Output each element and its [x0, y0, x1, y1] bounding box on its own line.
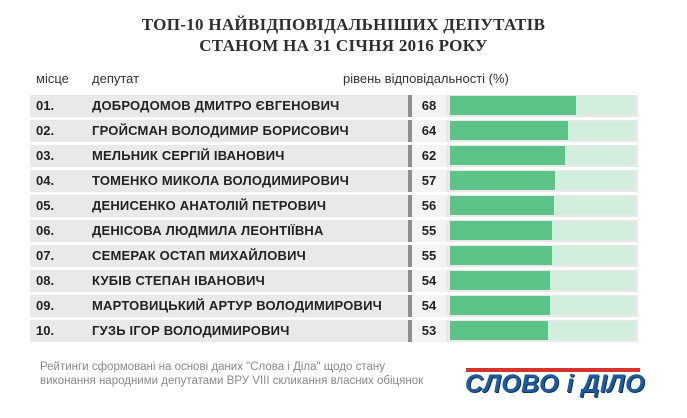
bar: [450, 146, 565, 165]
deputy-name-label: МАРТОВИЦЬКИЙ АРТУР ВОЛОДИМИРОВИЧ: [92, 298, 383, 313]
rank-column-header: місце: [36, 71, 69, 86]
bar: [450, 271, 550, 290]
rank-label: 07.: [36, 248, 55, 263]
logo: СЛОВО і ДІЛО: [465, 370, 646, 398]
value-label: 64: [408, 120, 446, 142]
bar-track: [450, 296, 635, 315]
value-label: 56: [408, 195, 446, 217]
bar-track: [450, 246, 635, 265]
value-label: 55: [408, 245, 446, 267]
bar: [450, 296, 550, 315]
value-label: 68: [408, 95, 446, 117]
footnote: Рейтинги сформовані на основі даних "Сло…: [40, 361, 424, 387]
name-column-header: депутат: [92, 71, 140, 86]
deputy-name-label: ДОБРОДОМОВ ДМИТРО ЄВГЕНОВИЧ: [92, 98, 340, 113]
value-label: 57: [408, 170, 446, 192]
rank-label: 09.: [36, 298, 55, 313]
bar-track: [450, 196, 635, 215]
value-label: 54: [408, 295, 446, 317]
rank-label: 01.: [36, 98, 55, 113]
bar: [450, 121, 568, 140]
value-label: 54: [408, 270, 446, 292]
chart-title-line1: ТОП-10 НАЙВІДПОВІДАЛЬНІШИХ ДЕПУТАТІВ: [141, 15, 546, 34]
value-label: 62: [408, 145, 446, 167]
deputy-name-label: ГРОЙСМАН ВОЛОДИМИР БОРИСОВИЧ: [92, 123, 349, 138]
chart-title: ТОП-10 НАЙВІДПОВІДАЛЬНІШИХ ДЕПУТАТІВ СТА…: [0, 14, 687, 56]
bar-track: [450, 221, 635, 240]
bar-track: [450, 321, 635, 340]
rank-label: 04.: [36, 173, 55, 188]
bar: [450, 171, 555, 190]
value-label: 55: [408, 220, 446, 242]
bar: [450, 246, 552, 265]
rank-label: 03.: [36, 148, 55, 163]
deputy-name-label: ДЕНИСЕНКО АНАТОЛІЙ ПЕТРОВИЧ: [92, 198, 327, 213]
rank-label: 10.: [36, 323, 55, 338]
rank-label: 05.: [36, 198, 55, 213]
deputy-name-label: ТОМЕНКО МИКОЛА ВОЛОДИМИРОВИЧ: [92, 173, 350, 188]
rank-label: 06.: [36, 223, 55, 238]
deputy-name-label: КУБІВ СТЕПАН ІВАНОВИЧ: [92, 273, 266, 288]
rank-label: 08.: [36, 273, 55, 288]
bar-track: [450, 146, 635, 165]
deputy-name-label: МЕЛЬНИК СЕРГІЙ ІВАНОВИЧ: [92, 148, 285, 163]
bar-track: [450, 171, 635, 190]
bar-track: [450, 271, 635, 290]
value-label: 53: [408, 320, 446, 342]
bar: [450, 196, 554, 215]
value-column-header: рівень відповідальності (%): [343, 71, 509, 86]
bar: [450, 221, 552, 240]
bar: [450, 321, 548, 340]
bar-track: [450, 121, 635, 140]
chart-title-line2: СТАНОМ НА 31 СІЧНЯ 2016 РОКУ: [199, 36, 488, 55]
deputy-name-label: СЕМЕРАК ОСТАП МИХАЙЛОВИЧ: [92, 248, 306, 263]
rank-label: 02.: [36, 123, 55, 138]
deputy-name-label: ДЕНІСОВА ЛЮДМИЛА ЛЕОНТІЇВНА: [92, 223, 324, 238]
deputy-name-label: ГУЗЬ ІГОР ВОЛОДИМИРОВИЧ: [92, 323, 290, 338]
bar: [450, 96, 576, 115]
bar-track: [450, 96, 635, 115]
logo-accent: [466, 368, 640, 372]
